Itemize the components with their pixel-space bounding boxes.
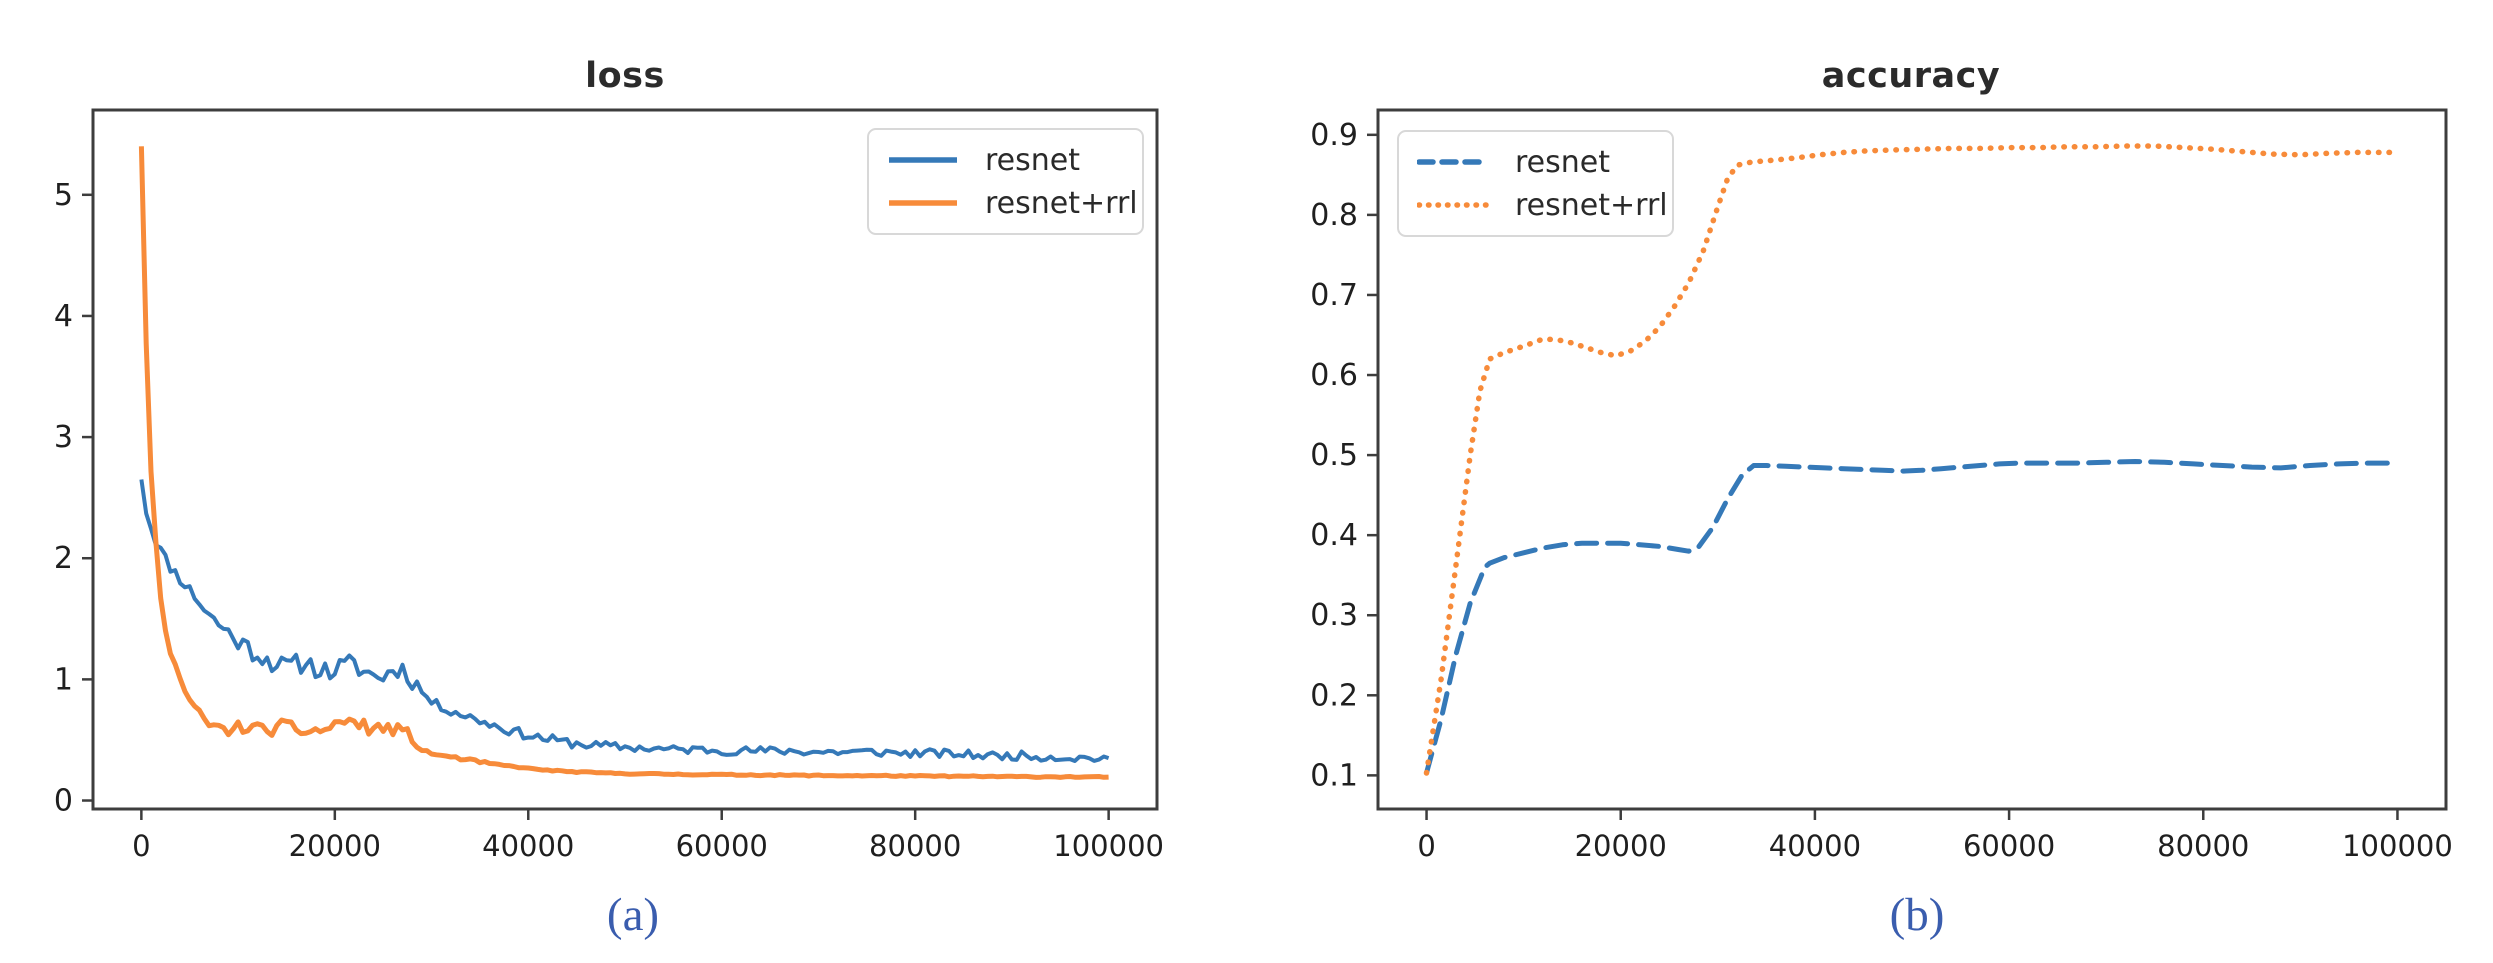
loss-series-resnet-line: [139, 479, 1110, 763]
loss-x-tick-label: 20000: [289, 829, 381, 863]
solid-line-sample-icon: [889, 200, 957, 206]
solid-line-sample-icon: [889, 157, 957, 163]
accuracy-legend-label: resnet: [1515, 144, 1610, 180]
accuracy-y-tick-label: 0.2: [1310, 678, 1358, 713]
accuracy-x-tick-label: 100000: [2342, 829, 2453, 863]
loss-y-tick-label: 0: [54, 784, 73, 819]
accuracy-chart-title: accuracy: [1821, 56, 2001, 96]
accuracy-x-tick-label: 40000: [1769, 829, 1861, 863]
loss-x-tick-label: 40000: [482, 829, 574, 863]
accuracy-x-tick-label: 20000: [1575, 829, 1667, 863]
loss-legend-entry: resnet: [887, 143, 1142, 178]
loss-x-tick-label: 0: [132, 829, 150, 863]
loss-axis-frame: [91, 108, 1159, 811]
accuracy-y-tick-label: 0.4: [1310, 518, 1358, 553]
accuracy-x-tick-label: 60000: [1963, 829, 2055, 863]
accuracy-legend-entry: resnet+rrl: [1417, 188, 1672, 223]
caption-b: (b): [1889, 889, 1945, 941]
accuracy-y-tick-label: 0.5: [1310, 438, 1358, 473]
loss-y-tick-label: 2: [54, 541, 73, 576]
accuracy-y-tick-label: 0.9: [1310, 118, 1358, 153]
accuracy-series-resnet-rrl-line: [1423, 143, 2401, 776]
loss-x-tick-label: 80000: [869, 829, 961, 863]
accuracy-x-tick-label: 0: [1417, 829, 1435, 863]
accuracy-legend-entry: resnet: [1417, 145, 1672, 180]
loss-y-tick-label: 5: [54, 178, 73, 213]
loss-legend: resnet resnet+rrl: [867, 128, 1144, 235]
dotted-line-sample-icon: [1417, 202, 1489, 208]
accuracy-x-tick-label: 80000: [2157, 829, 2249, 863]
accuracy-y-tick-label: 0.1: [1310, 758, 1358, 793]
loss-legend-entry: resnet+rrl: [887, 186, 1142, 221]
dashed-line-sample-icon: [1417, 159, 1489, 165]
accuracy-axis-frame: [1376, 108, 2448, 811]
loss-x-tick-label: 100000: [1053, 829, 1164, 863]
accuracy-series-resnet-line: [1424, 459, 2400, 776]
loss-chart-title: loss: [585, 56, 665, 96]
loss-x-tick-label: 60000: [676, 829, 768, 863]
accuracy-legend: resnet resnet+rrl: [1397, 130, 1674, 237]
accuracy-y-tick-label: 0.8: [1310, 198, 1358, 233]
accuracy-y-tick-label: 0.6: [1310, 358, 1358, 393]
accuracy-legend-label: resnet+rrl: [1515, 187, 1668, 223]
loss-y-tick-label: 4: [54, 299, 73, 334]
accuracy-y-tick-label: 0.7: [1310, 278, 1358, 313]
loss-legend-label: resnet+rrl: [985, 185, 1138, 221]
accuracy-y-tick-label: 0.3: [1310, 598, 1358, 633]
loss-legend-label: resnet: [985, 142, 1080, 178]
loss-y-tick-label: 3: [54, 420, 73, 455]
loss-series-resnet-rrl-line: [138, 146, 1109, 780]
caption-a: (a): [606, 889, 660, 941]
loss-y-tick-label: 1: [54, 662, 73, 697]
